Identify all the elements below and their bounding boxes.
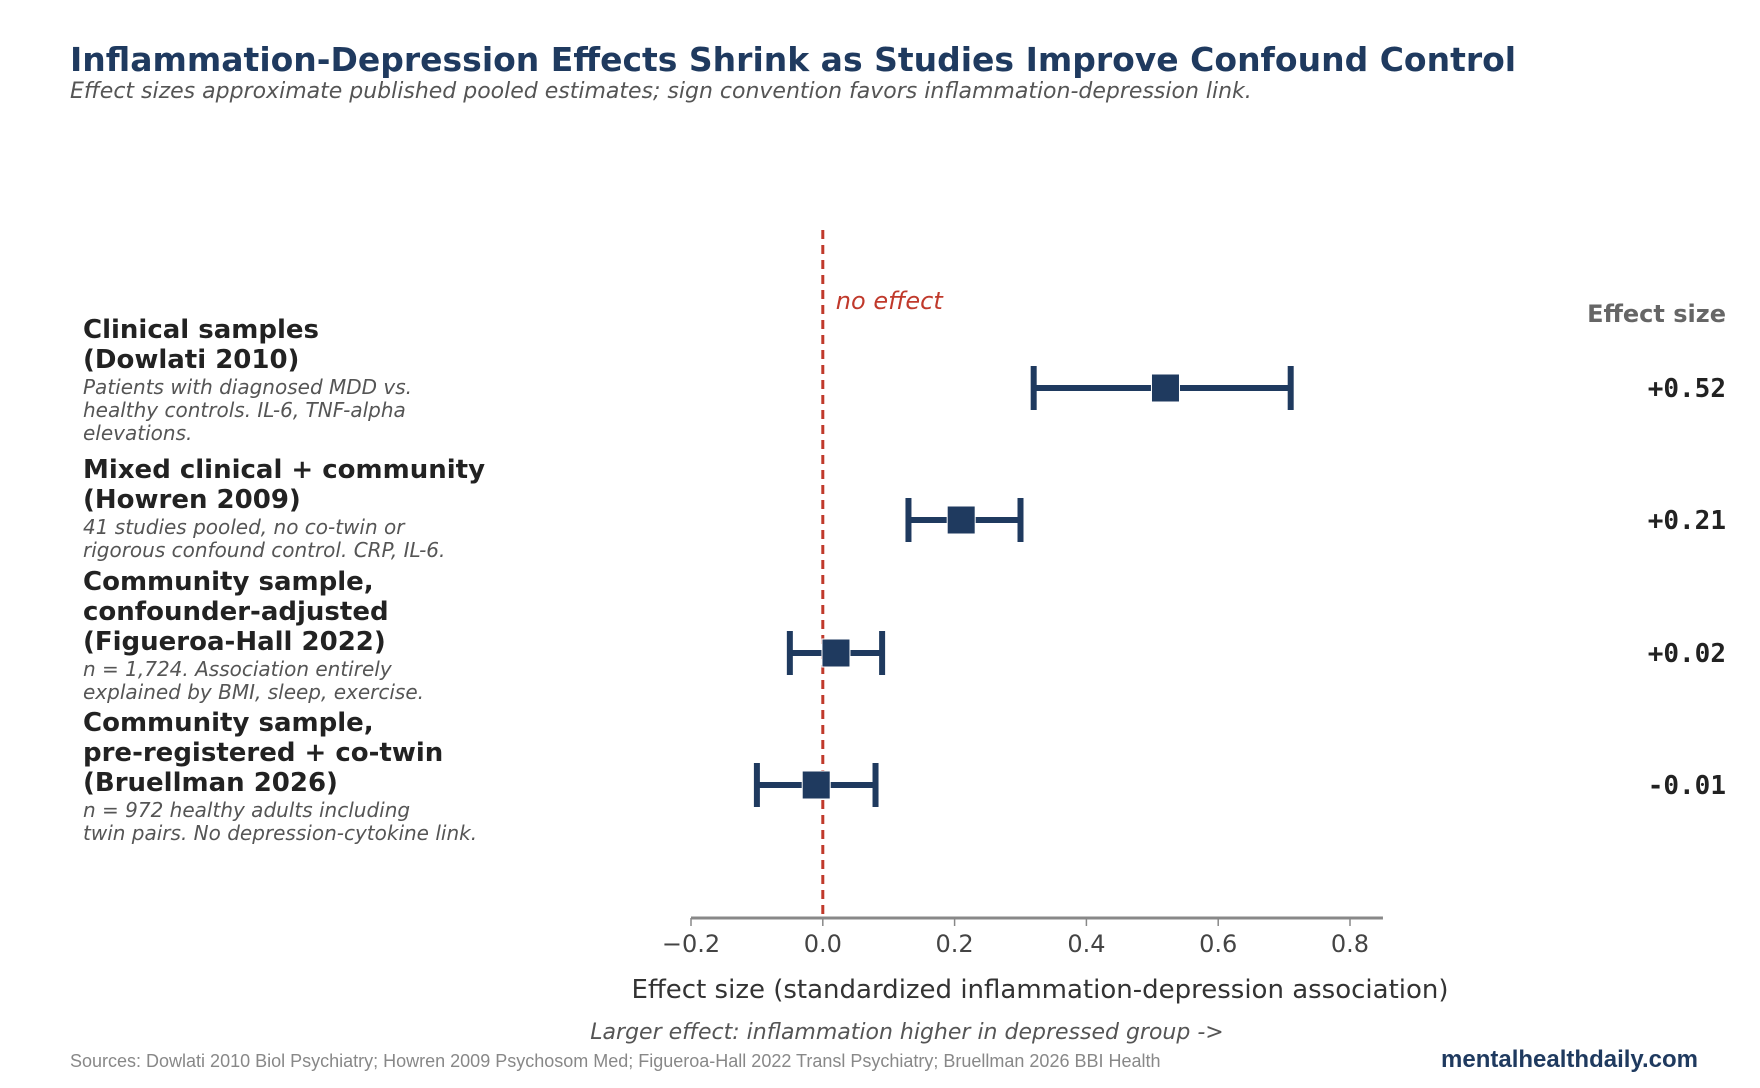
row-description: 41 studies pooled, no co-twin or: [83, 515, 406, 539]
row-title: pre-registered + co-twin: [83, 738, 443, 768]
x-tick-label: 0.8: [1331, 930, 1369, 958]
point-estimate-marker: [1150, 373, 1180, 403]
row-description: explained by BMI, sleep, exercise.: [83, 680, 424, 704]
point-estimate-marker: [801, 770, 831, 800]
chart-subtitle: Effect sizes approximate published poole…: [70, 79, 1252, 104]
row-title: (Dowlati 2010): [83, 345, 299, 375]
effect-size-value: -0.01: [1648, 771, 1726, 801]
x-axis-note: Larger effect: inflammation higher in de…: [590, 1020, 1223, 1045]
row-title: Community sample,: [83, 708, 374, 738]
effect-size-value: +0.02: [1648, 639, 1726, 669]
x-axis-label: Effect size (standardized inflammation-d…: [631, 975, 1448, 1005]
row-title: (Bruellman 2026): [83, 768, 338, 798]
chart-title: Inflammation-Depression Effects Shrink a…: [70, 40, 1516, 79]
sources-text: Sources: Dowlati 2010 Biol Psychiatry; H…: [70, 1051, 1161, 1071]
row-description: twin pairs. No depression-cytokine link.: [83, 821, 477, 845]
reference-label: no effect: [836, 287, 945, 315]
effect-size-value: +0.52: [1648, 374, 1726, 404]
value-column-header: Effect size: [1587, 300, 1726, 328]
row-description: healthy controls. IL-6, TNF-alpha: [83, 398, 406, 422]
point-estimate-marker: [946, 505, 976, 535]
row-title: Clinical samples: [83, 315, 319, 345]
row-title: (Figueroa-Hall 2022): [83, 627, 386, 657]
effect-size-value: +0.21: [1648, 506, 1726, 536]
point-estimate-marker: [821, 638, 851, 668]
x-tick-label: −0.2: [662, 930, 720, 958]
row-title: (Howren 2009): [83, 485, 301, 515]
row-description: rigorous confound control. CRP, IL-6.: [83, 538, 445, 562]
row-description: n = 1,724. Association entirely: [83, 657, 393, 681]
row-title: confounder-adjusted: [83, 597, 389, 627]
row-description: n = 972 healthy adults including: [83, 798, 410, 822]
x-tick-label: 0.6: [1199, 930, 1237, 958]
x-tick-label: 0.2: [936, 930, 974, 958]
row-title: Community sample,: [83, 567, 374, 597]
x-tick-label: 0.4: [1067, 930, 1105, 958]
row-description: elevations.: [83, 421, 192, 445]
row-title: Mixed clinical + community: [83, 455, 485, 485]
brand-link[interactable]: mentalhealthdaily.com: [1441, 1046, 1698, 1073]
x-tick-label: 0.0: [804, 930, 842, 958]
row-description: Patients with diagnosed MDD vs.: [83, 375, 412, 399]
